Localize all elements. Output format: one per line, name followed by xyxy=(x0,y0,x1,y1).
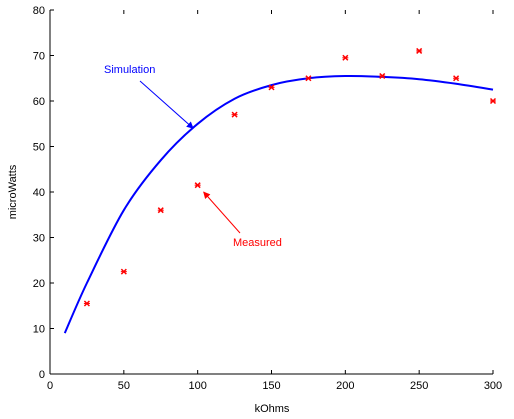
y-tick-label: 80 xyxy=(33,5,45,17)
measured-point xyxy=(416,47,423,54)
plot-area xyxy=(63,47,497,334)
x-ticks: 0 50 100 150 200 250 300 xyxy=(47,10,502,392)
annotations: Simulation Measured xyxy=(104,64,282,249)
y-axis-title: microWatts xyxy=(7,164,19,219)
x-tick-label: 200 xyxy=(336,380,354,392)
measured-point xyxy=(120,268,127,275)
measured-point xyxy=(342,54,349,61)
annotation-simulation-label: Simulation xyxy=(104,64,155,76)
measured-point xyxy=(268,84,275,91)
x-tick-label: 150 xyxy=(262,380,280,392)
y-tick-label: 40 xyxy=(33,187,45,199)
x-tick-label: 300 xyxy=(484,380,502,392)
measured-point xyxy=(489,97,497,105)
annotation-measured-label: Measured xyxy=(233,237,282,249)
y-tick-label: 60 xyxy=(33,96,45,108)
x-axis-title: kOhms xyxy=(255,403,290,415)
measured-point xyxy=(157,207,164,214)
y-tick-label: 10 xyxy=(33,324,45,336)
y-tick-label: 70 xyxy=(33,51,45,63)
measured-point xyxy=(83,300,90,307)
measured-point xyxy=(453,75,460,82)
y-tick-label: 30 xyxy=(33,233,45,245)
x-tick-label: 100 xyxy=(188,380,206,392)
y-tick-label: 50 xyxy=(33,142,45,154)
measured-point xyxy=(305,75,312,82)
measured-point xyxy=(194,182,201,189)
x-tick-label: 50 xyxy=(118,380,130,392)
measured-point xyxy=(379,72,386,80)
x-tick-label: 250 xyxy=(410,380,428,392)
simulation-series-line xyxy=(63,74,494,334)
y-tick-label: 20 xyxy=(33,278,45,290)
x-tick-label: 0 xyxy=(47,380,53,392)
y-tick-label: 0 xyxy=(39,369,45,381)
annotation-simulation-arrow xyxy=(139,80,194,129)
measured-point xyxy=(231,111,238,118)
annotation-measured-arrow xyxy=(203,191,241,234)
y-ticks: 0 10 20 30 40 50 60 70 80 xyxy=(33,5,54,381)
